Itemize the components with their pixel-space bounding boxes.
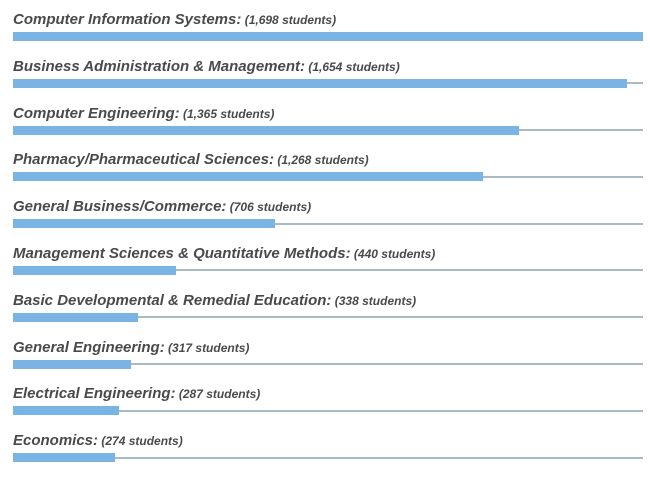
- bar-label: Computer Information Systems: (1,698 stu…: [13, 9, 643, 31]
- category-name: Computer Information Systems:: [13, 11, 242, 28]
- category-name: General Business/Commerce:: [13, 198, 227, 216]
- enrollment-bar: [13, 125, 520, 135]
- chart-row: Computer Engineering: (1,365 students): [13, 103, 643, 150]
- student-count-label: (1,268 students): [273, 153, 369, 168]
- bar-label: Management Sciences & Quantitative Metho…: [13, 243, 643, 265]
- enrollment-bar: [13, 219, 275, 229]
- bar-track: [13, 222, 643, 225]
- student-count-label: (1,365 students): [179, 106, 275, 121]
- enrollment-bar: [13, 172, 484, 182]
- enrollment-bar: [13, 312, 139, 322]
- student-count-label: (706 students): [226, 200, 312, 215]
- category-name: Computer Engineering:: [13, 104, 180, 122]
- bar-track: [13, 316, 643, 319]
- bar-label: Economics: (274 students): [13, 430, 643, 452]
- bar-label: General Engineering: (317 students): [13, 337, 643, 359]
- enrollment-bar: [13, 265, 177, 275]
- category-name: General Engineering:: [13, 338, 165, 356]
- bar-track: [13, 456, 643, 459]
- student-count-label: (338 students): [331, 293, 417, 308]
- chart-row: Computer Information Systems: (1,698 stu…: [13, 9, 643, 56]
- bar-track: [13, 269, 643, 272]
- student-count-label: (317 students): [164, 340, 250, 355]
- program-enrollment-chart: Computer Information Systems: (1,698 stu…: [13, 9, 643, 477]
- student-count-label: (274 students): [98, 434, 183, 449]
- category-name: Business Administration & Management:: [13, 57, 305, 75]
- bar-track: [13, 409, 643, 412]
- chart-row: General Engineering: (317 students): [13, 337, 643, 384]
- chart-row: Management Sciences & Quantitative Metho…: [13, 243, 643, 290]
- bar-track: [13, 363, 643, 366]
- category-name: Basic Developmental & Remedial Education…: [13, 291, 332, 309]
- enrollment-bar: [13, 453, 115, 463]
- bar-label: Pharmacy/Pharmaceutical Sciences: (1,268…: [13, 149, 643, 171]
- bar-label: Electrical Engineering: (287 students): [13, 383, 643, 405]
- bar-label: Computer Engineering: (1,365 students): [13, 103, 643, 125]
- chart-row: General Business/Commerce: (706 students…: [13, 196, 643, 243]
- chart-row: Business Administration & Management: (1…: [13, 56, 643, 103]
- enrollment-bar: [13, 406, 120, 416]
- chart-row: Pharmacy/Pharmaceutical Sciences: (1,268…: [13, 149, 643, 196]
- category-name: Pharmacy/Pharmaceutical Sciences:: [13, 151, 274, 169]
- chart-row: Electrical Engineering: (287 students): [13, 383, 643, 430]
- chart-row: Economics: (274 students): [13, 430, 643, 477]
- category-name: Management Sciences & Quantitative Metho…: [13, 244, 351, 262]
- enrollment-bar: [13, 359, 131, 369]
- bar-label: Basic Developmental & Remedial Education…: [13, 290, 643, 312]
- student-count-label: (287 students): [175, 387, 261, 402]
- category-name: Economics:: [13, 432, 99, 450]
- student-count-label: (1,698 students): [241, 13, 337, 27]
- chart-row: Basic Developmental & Remedial Education…: [13, 290, 643, 337]
- enrollment-bar: [13, 32, 643, 41]
- category-name: Electrical Engineering:: [13, 385, 176, 403]
- student-count-label: (440 students): [350, 246, 436, 261]
- bar-label: Business Administration & Management: (1…: [13, 56, 643, 78]
- bar-label: General Business/Commerce: (706 students…: [13, 196, 643, 218]
- student-count-label: (1,654 students): [305, 59, 400, 74]
- enrollment-bar: [13, 78, 627, 88]
